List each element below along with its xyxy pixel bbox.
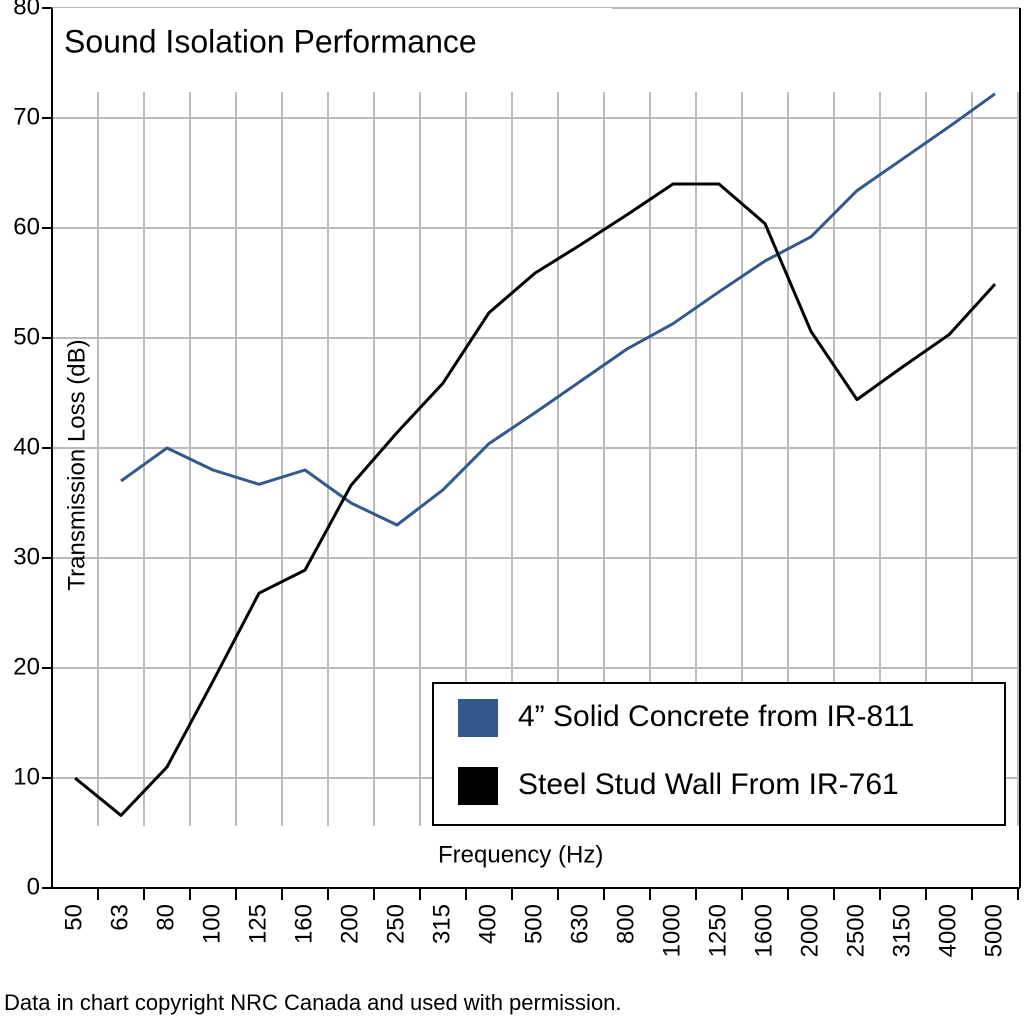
x-tick-label: 5000 [980,904,1007,957]
x-tick-label: 315 [428,904,455,944]
series-line [74,182,997,817]
x-tick-label: 630 [566,904,593,944]
x-tick-label: 400 [474,904,501,944]
y-axis-label: Transmission Loss (dB) [63,339,90,590]
x-tick-label: 80 [152,904,179,931]
title-box [52,8,612,92]
legend-label: 4” Solid Concrete from IR-811 [518,700,914,733]
x-tick-label: 2000 [796,904,823,957]
x-tick-label: 4000 [934,904,961,957]
y-tick-label: 70 [13,103,40,130]
y-tick-label: 80 [13,0,40,20]
legend-label: Steel Stud Wall From IR-761 [518,768,899,801]
x-tick-label: 50 [60,904,87,931]
y-tick-label: 20 [13,653,40,680]
y-tick-label: 60 [13,213,40,240]
y-tick-label: 0 [27,873,40,900]
y-tick-label: 30 [13,543,40,570]
y-tick-label: 50 [13,323,40,350]
x-tick-label: 200 [336,904,363,944]
legend-swatch [458,699,498,737]
legend-swatch [458,767,498,805]
x-tick-label: 125 [244,904,271,944]
footnote: Data in chart copyright NRC Canada and u… [4,990,622,1015]
x-tick-label: 3150 [888,904,915,957]
x-tick-label: 800 [612,904,639,944]
x-tick-label: 1000 [658,904,685,957]
x-tick-label: 63 [106,904,133,931]
y-tick-label: 10 [13,763,40,790]
x-tick-label: 1250 [704,904,731,957]
chart-title: Sound Isolation Performance [64,23,477,59]
series-line [120,92,996,527]
legend-box [432,682,1006,826]
x-tick-label: 2500 [842,904,869,957]
y-tick-label: 40 [13,433,40,460]
x-tick-label: 160 [290,904,317,944]
x-tick-label: 100 [198,904,225,944]
x-tick-label: 250 [382,904,409,944]
x-tick-label: 500 [520,904,547,944]
x-tick-label: 1600 [750,904,777,957]
x-axis-label: Frequency (Hz) [438,841,603,868]
